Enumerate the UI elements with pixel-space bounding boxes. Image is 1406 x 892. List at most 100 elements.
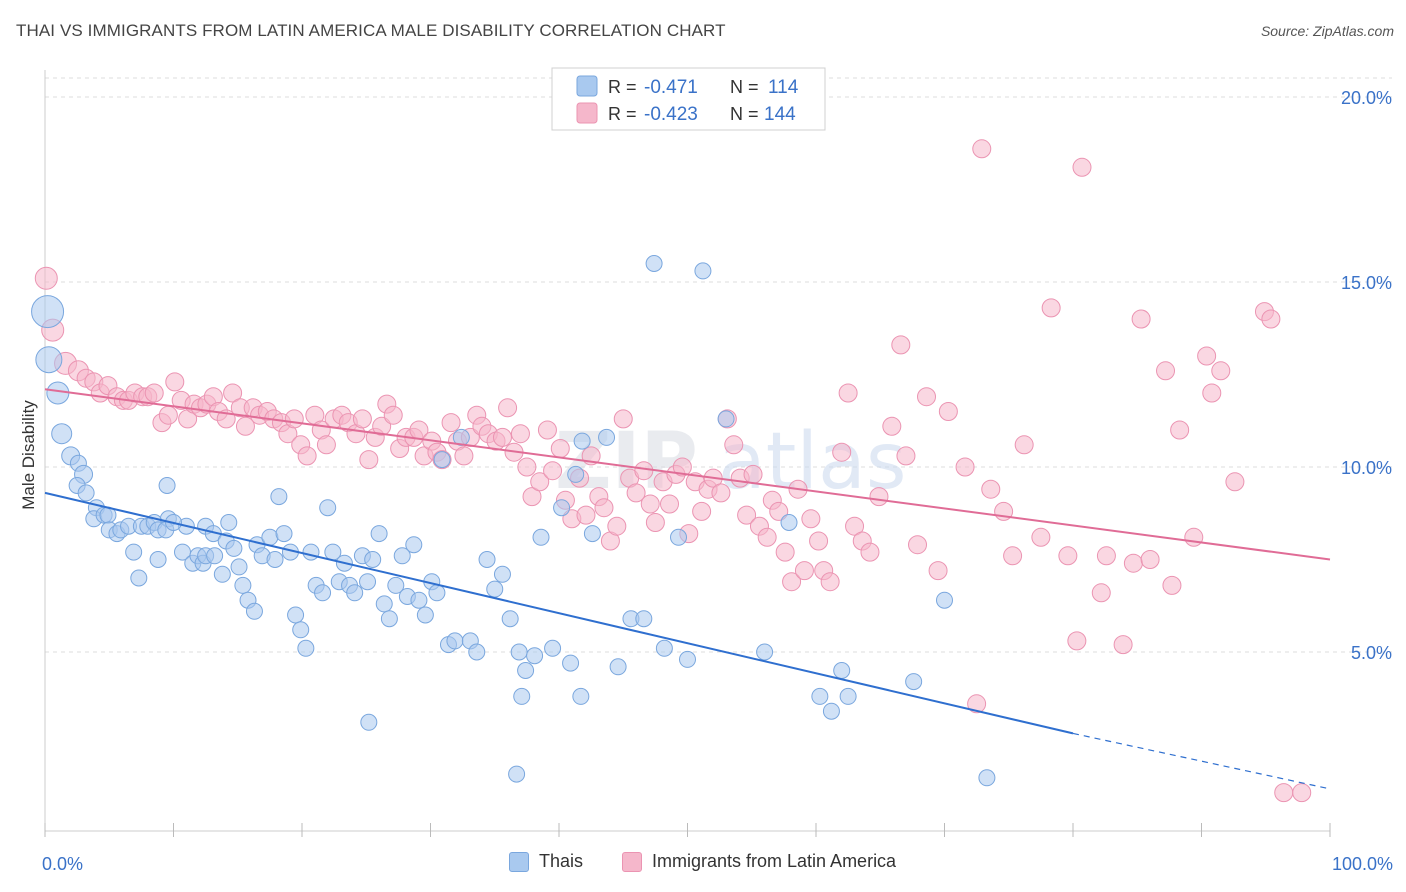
data-point [383,405,403,425]
data-point [387,576,405,594]
data-point [165,372,185,392]
data-point [314,584,332,602]
data-point [352,409,372,429]
series-latin-america-points [34,139,1312,803]
data-point [360,713,378,731]
legend-n-value-blue: 114 [768,77,799,98]
data-point [833,662,851,679]
data-point [316,435,336,455]
data-point [235,416,255,436]
chart-title: THAI VS IMMIGRANTS FROM LATIN AMERICA MA… [16,21,726,40]
data-point [978,769,996,787]
data-point [1170,420,1190,440]
data-point [645,513,665,532]
data-point [230,558,248,576]
data-point [640,494,660,514]
data-point [1096,546,1116,566]
data-point [225,539,243,557]
data-point [1197,346,1217,366]
data-point [478,551,496,568]
y-axis-label: Male Disability [19,400,38,510]
data-point [220,514,238,531]
data-point [537,420,557,440]
data-point [891,335,911,355]
data-point [743,464,763,484]
data-point [498,398,518,418]
data-point [297,639,315,657]
data-point [938,402,958,421]
data-point [869,487,889,507]
data-point [905,673,923,691]
data-point [530,472,550,492]
source-credit: Source: ZipAtlas.com [1260,23,1394,39]
data-point [359,450,379,470]
data-point [896,446,916,466]
data-point [609,658,627,676]
y-tick-label: 15.0% [1341,273,1392,293]
correlation-legend: R = -0.471 N = 114 R = -0.423 N = 144 [551,67,826,131]
trend-lines [44,388,1331,790]
data-point [1156,361,1176,381]
data-point [908,535,928,555]
legend-swatch-latin-america [622,851,642,872]
data-point [936,591,953,609]
data-point [35,346,63,374]
watermark: ZIP atlas [555,417,907,507]
data-point [860,542,880,562]
axis-labels: 5.0% 10.0% 15.0% 20.0% 0.0% 100.0% Male Disabi… [19,88,1393,874]
series-thais-points [31,255,996,787]
data-point [149,551,167,568]
data-point [433,451,451,469]
data-point [31,295,65,329]
data-point [125,543,143,561]
data-point [275,525,293,543]
data-point [567,465,585,483]
trend-line-thais [44,491,1074,735]
data-point [1113,635,1133,655]
data-point [543,461,563,481]
data-point [158,405,178,425]
data-point [501,610,519,628]
legend-swatch-thais [509,851,529,872]
data-point [660,494,680,514]
data-point [811,687,829,705]
data-point [245,602,263,620]
data-point [769,501,789,521]
data-point [454,446,474,466]
data-point [410,591,428,609]
data-point [517,662,535,679]
data-point [598,428,616,446]
data-point [550,439,570,458]
data-point [694,262,712,280]
data-point [1292,783,1312,803]
x-tick-label: 0.0% [42,854,83,874]
data-point [1162,575,1182,595]
data-point [493,565,511,583]
data-point [261,528,279,546]
series-legend: Thais Immigrants from Latin America [0,851,1406,879]
data-point [1014,435,1034,455]
data-point [573,432,591,450]
data-point [1091,583,1111,603]
data-point [302,543,320,561]
data-point [809,531,829,551]
legend-item-thais: Thais [509,851,583,872]
data-point [839,687,857,705]
data-point [510,424,530,444]
data-point [692,501,712,521]
data-point [266,551,284,568]
data-point [572,687,590,705]
trend-line-thais-extension [1072,732,1331,790]
data-point [981,479,1001,499]
data-point [607,516,627,536]
data-point [1003,546,1023,566]
data-point [517,457,537,477]
axes [44,70,1331,837]
data-point [364,551,382,568]
data-point [562,654,580,672]
data-point [794,561,814,581]
data-point [832,442,852,462]
legend-r-value-pink: -0.423 [644,104,698,125]
data-point [77,484,95,502]
